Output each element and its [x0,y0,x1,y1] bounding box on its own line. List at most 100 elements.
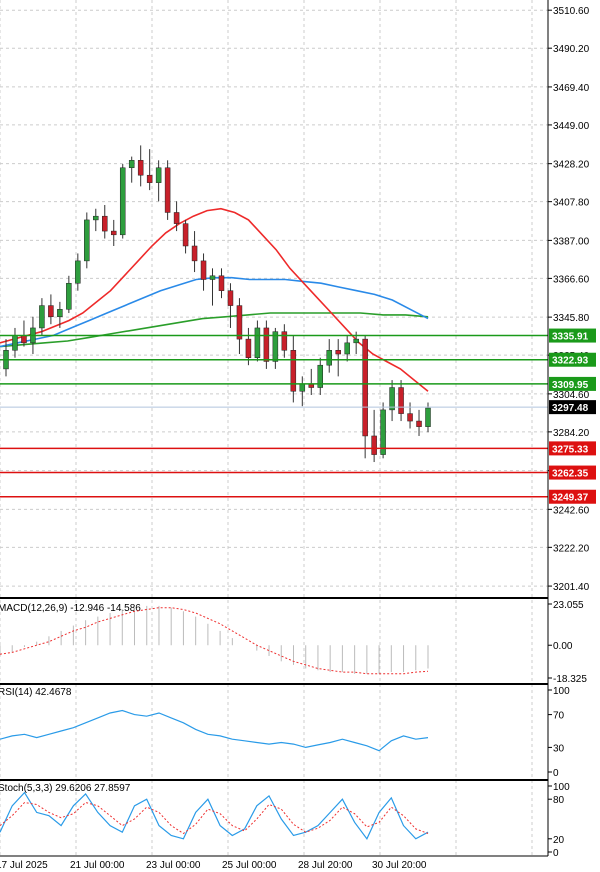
candle-2[interactable] [21,320,27,347]
candle-12[interactable] [110,219,117,246]
level-tag-4 [549,465,596,480]
candle-body [389,387,395,411]
candle-body [317,364,324,388]
stoch-k-line [0,791,429,840]
candle-17[interactable] [155,160,162,202]
candle-body [75,260,81,284]
candle-34[interactable] [308,368,315,395]
candle-21[interactable] [191,231,198,273]
candle-body [182,223,189,247]
macd-panel[interactable]: MACD(12,26,9) -12.946 -14.586 23.055 0.00… [0,600,587,685]
level-tag-2 [549,376,596,391]
candle-18[interactable] [164,160,171,220]
candle-body [66,282,72,310]
candle-22[interactable] [200,253,207,291]
x-tick-label-5: 30 Jul 20:00 [372,860,427,871]
candle-5[interactable] [48,294,54,325]
stoch-label: Stoch(5,3,3) 29.6206 27.8597 [0,783,131,794]
candle-body [12,335,18,351]
candle-body [173,212,180,224]
candle-body [326,350,332,366]
candle-46[interactable] [416,409,422,436]
candle-body [146,174,153,183]
level-tag-label-1: 3322.93 [552,356,589,367]
candle-body [93,215,99,221]
candle-body [254,327,261,358]
candle-body [236,305,243,340]
macd-tick-label-1: 0.00 [553,641,573,652]
level-tag-1 [549,352,596,367]
candle-41[interactable] [371,409,377,463]
candle-31[interactable] [281,324,288,358]
candle-32[interactable] [290,335,297,403]
macd-tick-label-2: -18.325 [553,674,587,685]
level-tag-label-5: 3249.37 [552,493,589,504]
candle-42[interactable] [380,402,386,459]
x-tick-label-1: 21 Jul 00:00 [70,860,125,871]
candle-body [110,230,117,236]
y-tick-label-7: 3366.60 [553,274,590,285]
candle-16[interactable] [146,149,153,191]
candle-body [164,167,171,213]
candle-44[interactable] [398,380,404,422]
candle-body [416,420,422,427]
candle-14[interactable] [128,156,135,183]
candle-25[interactable] [227,283,234,328]
y-tick-label-13: 3242.60 [553,505,590,516]
candle-body [48,305,54,318]
stochastic-panel[interactable]: Stoch(5,3,3) 29.6206 27.8597 100 80 20 0 [0,782,570,859]
candle-27[interactable] [245,327,252,366]
candle-37[interactable] [335,339,341,377]
candle-13[interactable] [119,164,126,239]
candle-body [119,167,126,236]
rsi-panel[interactable]: RSI(14) 42.4678 100 70 30 0 [0,686,570,779]
x-tick-label-4: 28 Jul 20:00 [298,860,353,871]
candle-23[interactable] [209,268,216,306]
candle-19[interactable] [173,201,180,232]
rsi-tick-label-3: 0 [553,768,559,779]
candle-body [398,387,404,414]
candle-body [209,275,216,280]
candle-40[interactable] [362,335,368,459]
stoch-d-line [0,801,429,835]
level-tag-label-3: 3275.33 [552,444,589,455]
x-tick-label-0: 17 Jul 2025 [0,860,48,871]
candle-38[interactable] [344,335,350,362]
price-panel[interactable] [0,145,548,498]
price-levels[interactable] [0,334,548,498]
candle-24[interactable] [218,268,225,299]
candle-20[interactable] [182,219,189,254]
x-tick-label-2: 23 Jul 00:00 [146,860,201,871]
candle-43[interactable] [389,380,395,422]
candle-body [353,338,359,344]
candle-30[interactable] [272,327,279,369]
candle-28[interactable] [254,320,261,362]
candle-body [21,335,27,344]
stoch-tick-label-2: 20 [553,835,565,846]
candle-11[interactable] [102,205,108,239]
stoch-tick-label-0: 100 [553,782,570,793]
candle-26[interactable] [236,298,243,355]
candle-36[interactable] [326,339,332,373]
candle-body [362,338,368,437]
candle-8[interactable] [75,253,81,291]
level-tag-0 [549,328,596,343]
candle-body [137,160,144,176]
candle-7[interactable] [66,275,72,314]
candle-4[interactable] [39,298,45,336]
candle-1[interactable] [12,327,18,358]
candle-15[interactable] [137,145,144,187]
y-tick-label-4: 3428.20 [553,160,590,171]
candle-9[interactable] [84,212,90,269]
candle-body [290,350,297,392]
candle-35[interactable] [317,357,324,395]
candlesticks[interactable] [3,145,431,463]
candle-45[interactable] [407,402,413,429]
candle-10[interactable] [93,208,99,232]
y-tick-label-10: 3304.60 [553,390,590,401]
x-tick-label-3: 25 Jul 00:00 [222,860,277,871]
candle-body [245,338,252,358]
candle-6[interactable] [57,301,63,328]
candle-29[interactable] [263,320,270,369]
